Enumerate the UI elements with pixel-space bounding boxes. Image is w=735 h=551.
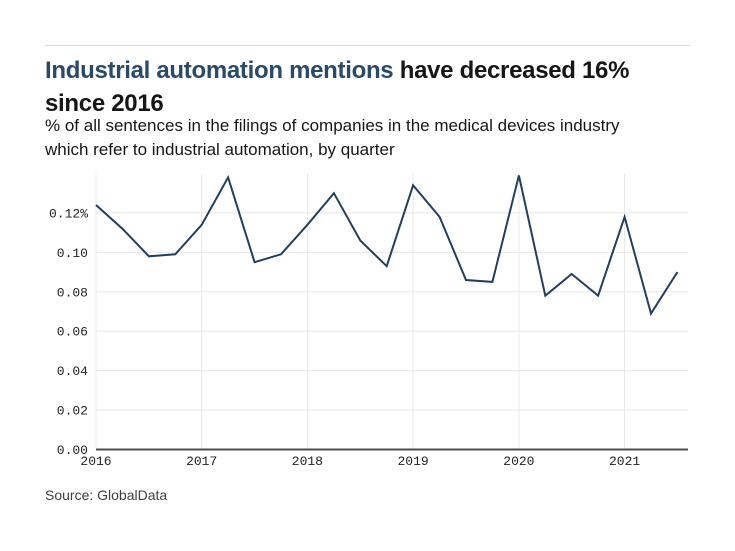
source-note: Source: GlobalData [45,487,168,503]
y-tick-label: 0.12% [49,206,88,221]
header-divider [45,45,690,46]
x-tick-label: 2021 [609,454,640,469]
y-tick-label: 0.00 [57,443,88,458]
y-tick-label: 0.08 [57,285,88,300]
chart-subtitle: % of all sentences in the filings of com… [45,114,725,162]
data-line-series [95,174,679,316]
subtitle-line1: % of all sentences in the filings of com… [45,116,620,135]
x-tick-label: 2020 [503,454,534,469]
x-tick-label: 2018 [292,454,323,469]
x-tick-label: 2019 [397,454,428,469]
x-tick-label: 2016 [80,454,111,469]
y-tick-label: 0.10 [57,246,88,261]
subtitle-line2: which refer to industrial automation, by… [45,140,395,159]
title-highlight: Industrial automation mentions [45,57,394,84]
x-tick-label: 2017 [186,454,217,469]
y-tick-label: 0.04 [57,364,88,379]
y-tick-label: 0.02 [57,404,88,419]
title-rest: have decreased 16% [393,57,630,84]
y-tick-label: 0.06 [57,325,88,340]
page-title: Industrial automation mentions have decr… [45,54,705,120]
title-line2: since 2016 [45,90,164,117]
